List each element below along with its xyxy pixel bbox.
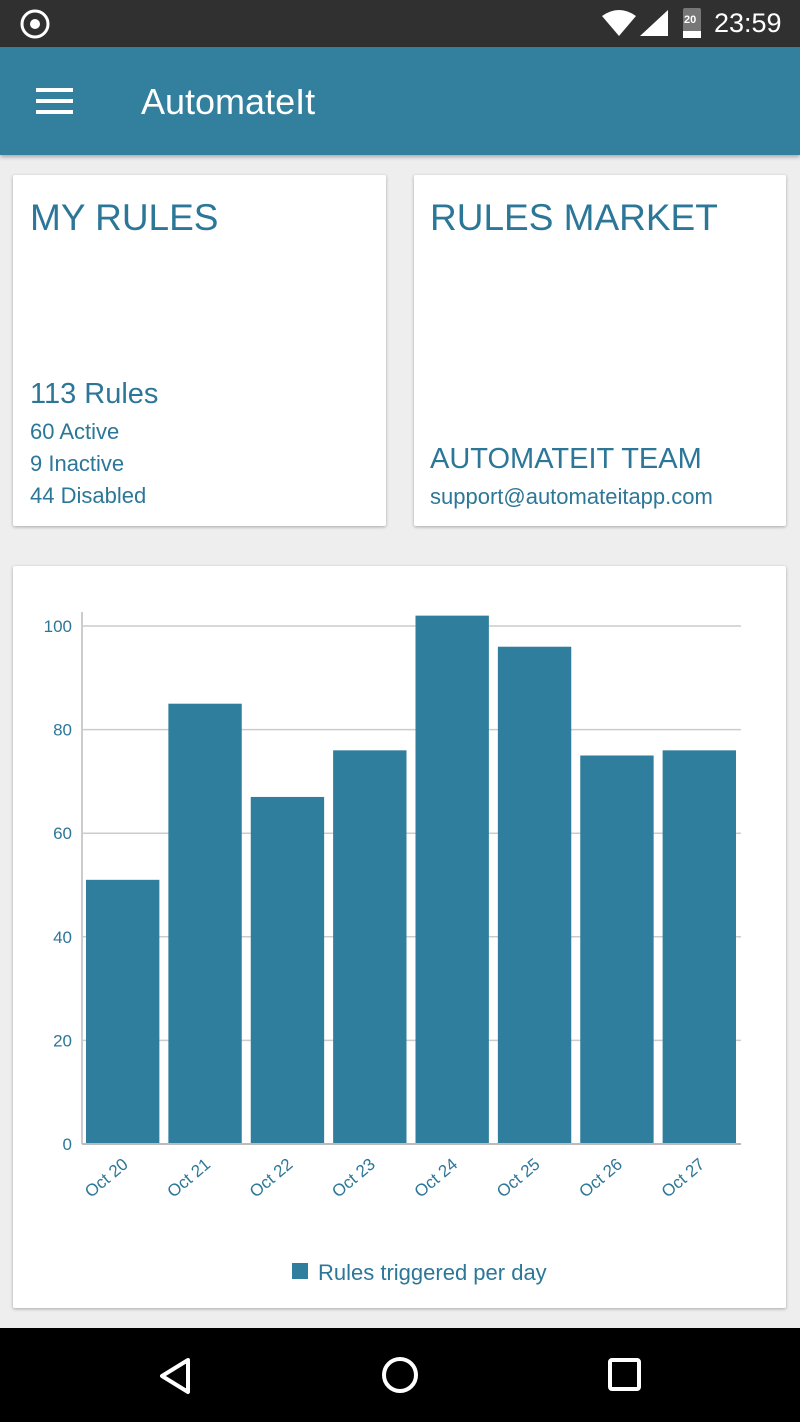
active-count: 60 Active <box>30 419 120 444</box>
x-tick-label: Oct 22 <box>246 1155 297 1202</box>
hamburger-menu-icon[interactable] <box>36 88 73 114</box>
bar-oct-20 <box>86 879 160 1144</box>
rules-triggered-chart: 0 20 40 60 80 100 Oct 20 Oct 21 Oct 22 Oct 23 Oct … <box>44 612 741 1202</box>
team-name: AUTOMATEIT TEAM <box>430 443 702 475</box>
legend-swatch <box>292 1263 308 1279</box>
bar-oct-24 <box>415 615 489 1144</box>
bar-oct-22 <box>250 796 325 1144</box>
legend-label: Rules triggered per day <box>318 1260 547 1285</box>
disabled-count: 44 Disabled <box>30 483 147 508</box>
x-tick-label: Oct 26 <box>575 1155 626 1202</box>
x-tick-label: Oct 21 <box>164 1155 215 1202</box>
y-tick-label: 20 <box>53 1031 72 1050</box>
bar-oct-23 <box>333 750 407 1144</box>
bar-oct-25 <box>497 646 572 1144</box>
x-tick-label: Oct 25 <box>493 1155 544 1202</box>
bar-oct-27 <box>662 750 736 1144</box>
bar-oct-21 <box>168 703 242 1144</box>
x-tick-label: Oct 23 <box>328 1155 379 1202</box>
record-icon <box>20 9 50 39</box>
battery-level: 20 <box>684 14 697 26</box>
y-tick-label: 0 <box>63 1135 72 1154</box>
bar-oct-26 <box>580 755 654 1144</box>
inactive-count: 9 Inactive <box>30 451 125 476</box>
battery-icon: 20 <box>683 8 701 38</box>
rules-market-title: RULES MARKET <box>430 197 718 238</box>
app-title: AutomateIt <box>141 81 316 122</box>
home-icon[interactable] <box>380 1355 420 1395</box>
rules-count: 113 Rules <box>30 378 159 410</box>
clock: 23:59 <box>714 8 782 38</box>
rules-market-card[interactable]: RULES MARKET AUTOMATEIT TEAM support@aut… <box>414 175 786 526</box>
signal-icon <box>640 10 668 36</box>
recents-icon[interactable] <box>606 1356 644 1394</box>
y-tick-label: 40 <box>53 928 72 947</box>
support-email[interactable]: support@automateitapp.com <box>430 484 713 509</box>
status-bar: 20 23:59 <box>0 0 800 47</box>
navigation-bar <box>0 1328 800 1422</box>
x-tick-label: Oct 27 <box>658 1155 709 1202</box>
y-tick-label: 100 <box>44 617 72 636</box>
x-tick-label: Oct 20 <box>81 1155 132 1202</box>
wifi-icon <box>602 10 636 36</box>
x-tick-label: Oct 24 <box>411 1155 462 1202</box>
y-tick-label: 60 <box>53 824 72 843</box>
back-icon[interactable] <box>156 1356 196 1396</box>
y-tick-label: 80 <box>53 721 72 740</box>
chart-card: 0 20 40 60 80 100 Oct 20 Oct 21 Oct 22 Oct 23 Oct … <box>13 566 786 1308</box>
app-toolbar: AutomateIt <box>0 47 800 155</box>
my-rules-title: MY RULES <box>30 197 219 238</box>
my-rules-card[interactable]: MY RULES 113 Rules 60 Active 9 Inactive … <box>13 175 386 526</box>
